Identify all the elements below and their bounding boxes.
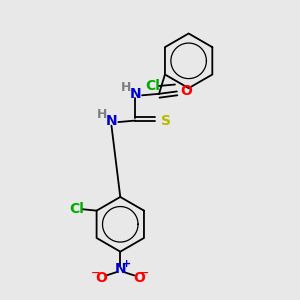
Text: −: − xyxy=(91,268,100,278)
Text: H: H xyxy=(98,108,108,121)
Text: Cl: Cl xyxy=(69,202,84,216)
Text: O: O xyxy=(180,84,192,98)
Text: Cl: Cl xyxy=(145,79,160,93)
Text: +: + xyxy=(122,259,131,269)
Text: O: O xyxy=(134,272,146,285)
Text: N: N xyxy=(115,262,126,276)
Text: N: N xyxy=(106,114,117,128)
Text: −: − xyxy=(140,268,150,278)
Text: N: N xyxy=(129,87,141,101)
Text: H: H xyxy=(121,81,131,94)
Text: S: S xyxy=(161,114,171,128)
Text: O: O xyxy=(95,272,107,285)
